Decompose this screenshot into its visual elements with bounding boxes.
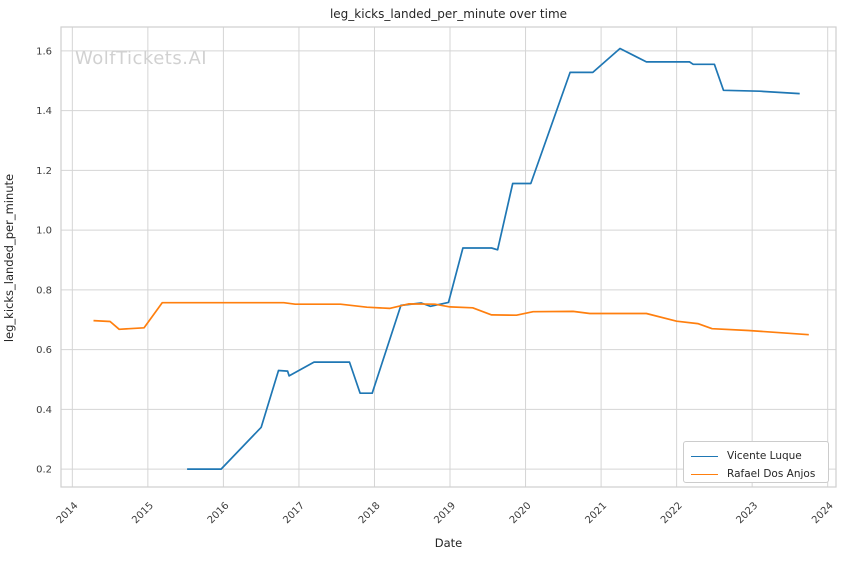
legend-label: Rafael Dos Anjos [727, 468, 816, 480]
y-tick-label-1.6: 1.6 [36, 46, 52, 57]
legend-line-sample-orange [691, 473, 718, 475]
legend-item-rafael-dos-anjos: Rafael Dos Anjos [691, 465, 820, 483]
x-tick-label-2015: 2015 [130, 500, 156, 526]
x-tick-label-2019: 2019 [432, 500, 458, 526]
legend-item-vicente-luque: Vicente Luque [691, 447, 820, 465]
y-tick-label-0.2: 0.2 [36, 465, 52, 476]
series-line-rafael-dos-anjos [93, 301, 809, 336]
y-axis-label: leg_kicks_landed_per_minute [2, 173, 16, 343]
x-tick-label-2016: 2016 [206, 500, 232, 526]
x-tick-label-2017: 2017 [281, 500, 307, 526]
y-tick-label-1.2: 1.2 [36, 166, 52, 177]
legend-line-sample-blue [691, 455, 718, 457]
series-line-vicente-luque [187, 47, 800, 470]
legend-box: Vicente Luque Rafael Dos Anjos [683, 441, 829, 483]
x-tick-label-2024: 2024 [810, 500, 836, 526]
y-tick-label-0.4: 0.4 [36, 405, 52, 416]
y-tick-label-1.0: 1.0 [36, 226, 52, 237]
x-tick-label-2018: 2018 [357, 500, 383, 526]
legend-label: Vicente Luque [727, 450, 802, 462]
y-tick-label-0.8: 0.8 [36, 285, 52, 296]
x-tick-label-2023: 2023 [735, 500, 761, 526]
y-tick-label-1.4: 1.4 [36, 106, 52, 117]
watermark: WolfTickets.AI [75, 48, 208, 69]
x-tick-label-2021: 2021 [583, 500, 609, 526]
chart-title: leg_kicks_landed_per_minute over time [329, 7, 568, 21]
x-tick-label-2022: 2022 [659, 500, 685, 526]
x-tick-label-2014: 2014 [55, 500, 81, 526]
x-tick-label-2020: 2020 [508, 500, 534, 526]
x-axis-label: Date [434, 536, 463, 550]
plot-border [60, 26, 837, 488]
plot-area [61, 27, 836, 487]
y-tick-label-0.6: 0.6 [36, 345, 52, 356]
